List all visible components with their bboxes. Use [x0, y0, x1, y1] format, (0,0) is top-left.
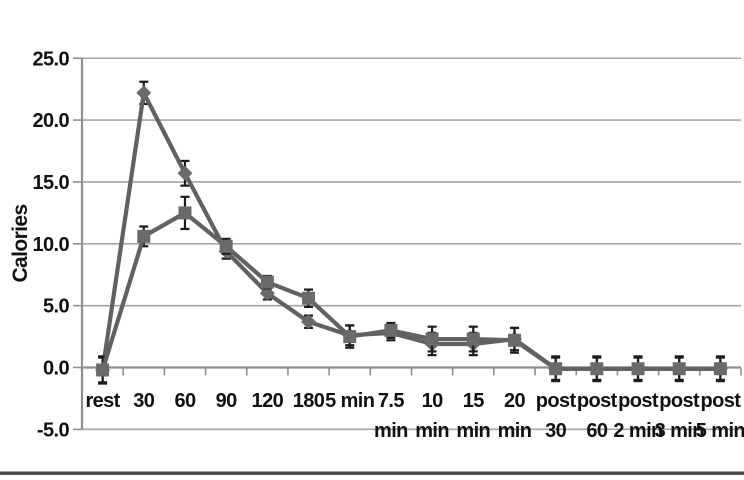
x-tick-label: post — [618, 390, 659, 412]
marker-diamond — [301, 314, 317, 330]
marker-square — [672, 362, 686, 376]
marker-square — [466, 332, 480, 346]
x-tick-label: rest — [85, 390, 120, 412]
marker-square — [549, 362, 563, 376]
marker-square — [590, 362, 604, 376]
x-tick-label-row2: min — [374, 420, 408, 442]
x-tick-label: 20 — [504, 390, 526, 412]
marker-square — [343, 330, 357, 344]
y-tick-label: 15.0 — [32, 172, 69, 194]
marker-square — [96, 363, 110, 377]
x-tick-label: 120 — [252, 390, 284, 412]
x-tick-label: 180 — [293, 390, 325, 412]
x-tick-label: post — [659, 390, 700, 412]
y-tick-label: 25.0 — [32, 48, 69, 70]
x-tick-label-row2: min — [456, 420, 490, 442]
x-tick-label: 7.5 — [378, 390, 404, 412]
x-tick-label: 10 — [422, 390, 444, 412]
y-tick-label: 0.0 — [43, 358, 69, 380]
y-axis-title: Calories — [9, 204, 32, 282]
marker-square — [260, 275, 274, 289]
x-tick-label: 90 — [216, 390, 238, 412]
marker-square — [713, 362, 727, 376]
marker-square — [384, 323, 398, 337]
x-tick-label-row2: min — [498, 420, 532, 442]
series-line-square — [100, 210, 721, 371]
marker-square — [425, 332, 439, 346]
x-tick-label-row2: 3 min — [655, 420, 704, 442]
x-tick-label: post — [577, 390, 618, 412]
marker-square — [507, 333, 521, 347]
x-tick-label: post — [536, 390, 577, 412]
x-tick-label: 15 — [463, 390, 485, 412]
y-tick-label: 5.0 — [43, 296, 69, 318]
marker-square — [631, 362, 645, 376]
x-tick-label-row2: 5 min — [696, 420, 744, 442]
marker-diamond — [259, 285, 275, 301]
x-tick-label: 30 — [133, 390, 155, 412]
x-tick-label-row2: min — [415, 420, 449, 442]
marker-square — [178, 206, 192, 220]
marker-diamond — [177, 165, 193, 181]
series-line-diamond — [100, 90, 721, 371]
x-tick-label-row2: 30 — [545, 420, 567, 442]
bottom-rule — [0, 471, 744, 475]
y-tick-label: -5.0 — [37, 419, 70, 441]
x-tick-label: 60 — [174, 390, 196, 412]
marker-square — [302, 291, 316, 305]
marker-square — [137, 229, 151, 243]
y-tick-label: 20.0 — [32, 110, 69, 132]
marker-diamond — [136, 85, 152, 101]
x-tick-label: 5 min — [325, 390, 374, 412]
x-tick-label-row2: 2 min — [613, 420, 662, 442]
x-tick-label-row2: 60 — [586, 420, 608, 442]
x-tick-label: post — [700, 390, 741, 412]
y-tick-label: 10.0 — [32, 234, 69, 256]
marker-square — [219, 239, 233, 253]
